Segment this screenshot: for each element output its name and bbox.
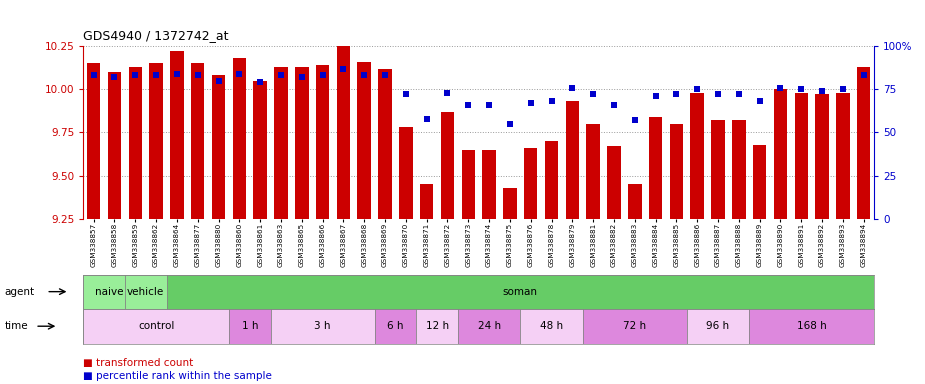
Bar <box>749 309 874 344</box>
Bar <box>462 150 475 219</box>
Text: 12 h: 12 h <box>426 321 449 331</box>
Text: GDS4940 / 1372742_at: GDS4940 / 1372742_at <box>83 29 228 42</box>
Text: ■ transformed count: ■ transformed count <box>83 358 193 368</box>
Bar <box>690 93 704 219</box>
Text: vehicle: vehicle <box>127 287 165 297</box>
Bar <box>378 69 392 219</box>
Bar <box>416 309 458 344</box>
Bar <box>125 275 166 309</box>
Bar <box>836 93 850 219</box>
Bar <box>711 121 725 219</box>
Text: 24 h: 24 h <box>477 321 500 331</box>
Text: naive: naive <box>95 287 124 297</box>
Bar <box>315 65 329 219</box>
Bar <box>253 81 267 219</box>
Bar <box>83 309 229 344</box>
Bar <box>670 124 684 219</box>
Bar <box>857 67 870 219</box>
Text: 3 h: 3 h <box>314 321 331 331</box>
Text: time: time <box>5 321 29 331</box>
Text: 72 h: 72 h <box>623 321 647 331</box>
Text: soman: soman <box>503 287 537 297</box>
Bar <box>795 93 808 219</box>
Text: 96 h: 96 h <box>707 321 730 331</box>
Bar <box>232 58 246 219</box>
Bar <box>482 150 496 219</box>
Bar <box>648 117 662 219</box>
Bar <box>212 76 226 219</box>
Text: control: control <box>138 321 174 331</box>
Text: 48 h: 48 h <box>540 321 563 331</box>
Bar <box>815 94 829 219</box>
Bar <box>270 309 375 344</box>
Bar <box>503 188 517 219</box>
Bar <box>732 121 746 219</box>
Text: agent: agent <box>5 287 35 297</box>
Bar <box>628 184 642 219</box>
Bar <box>83 275 125 309</box>
Bar <box>107 72 121 219</box>
Bar <box>87 63 101 219</box>
Bar <box>458 309 520 344</box>
Bar <box>357 62 371 219</box>
Text: 1 h: 1 h <box>241 321 258 331</box>
Bar <box>170 51 184 219</box>
Text: 168 h: 168 h <box>796 321 827 331</box>
Bar <box>420 184 434 219</box>
Bar <box>773 89 787 219</box>
Text: 6 h: 6 h <box>388 321 403 331</box>
Bar <box>229 309 270 344</box>
Bar <box>607 146 621 219</box>
Bar <box>129 67 142 219</box>
Bar <box>191 63 204 219</box>
Bar <box>166 275 874 309</box>
Bar <box>686 309 749 344</box>
Bar <box>274 67 288 219</box>
Bar <box>583 309 686 344</box>
Bar <box>586 124 600 219</box>
Bar <box>440 112 454 219</box>
Bar <box>149 63 163 219</box>
Bar <box>520 309 583 344</box>
Bar <box>565 101 579 219</box>
Bar <box>375 309 416 344</box>
Bar <box>545 141 559 219</box>
Bar <box>399 127 413 219</box>
Bar <box>295 67 309 219</box>
Text: ■ percentile rank within the sample: ■ percentile rank within the sample <box>83 371 272 381</box>
Bar <box>337 29 351 219</box>
Bar <box>753 145 767 219</box>
Bar <box>524 148 537 219</box>
